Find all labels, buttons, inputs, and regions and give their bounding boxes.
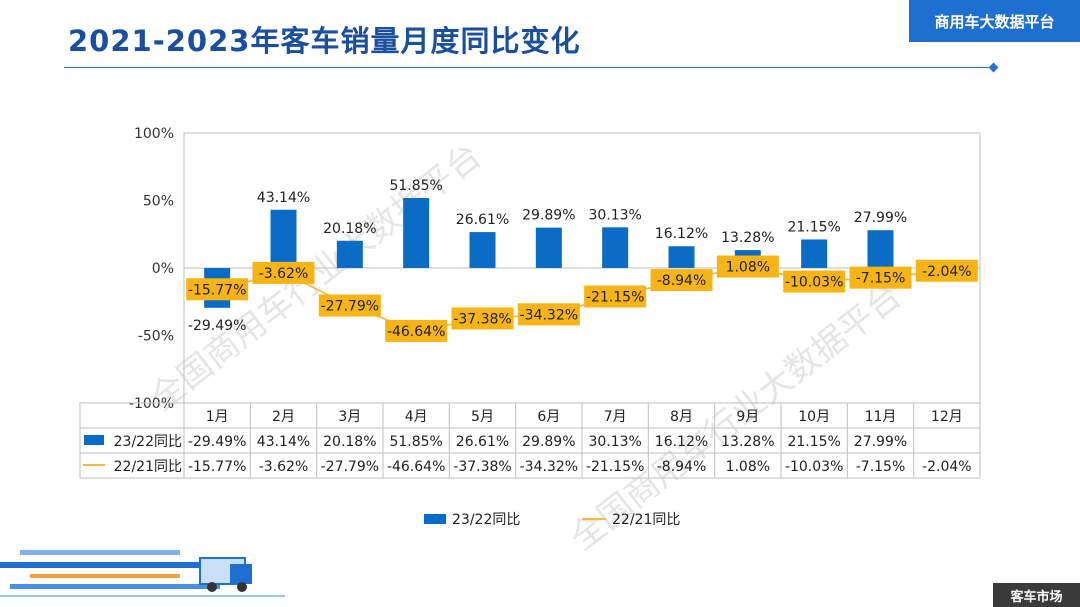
table-series-name: 22/21同比 [114,459,182,475]
bar [469,232,496,268]
table-legend-bar-swatch [84,435,104,445]
page-title: 2021-2023年客车销量月度同比变化 [68,24,581,58]
x-tick-label: 10月 [798,409,830,425]
line-data-label: -37.38% [453,311,511,327]
line-label-box [186,278,249,301]
bar-data-label: 51.85% [389,178,442,194]
table-cell: 29.89% [522,434,575,450]
x-tick-label: 1月 [206,409,229,425]
y-tick-label: 0% [152,261,174,277]
line-data-label: -2.04% [922,264,972,280]
x-tick-label: 2月 [272,409,295,425]
bar [403,198,430,268]
table-cell: -34.32% [520,459,578,475]
x-tick-label: 4月 [405,409,428,425]
table-cell: 30.13% [588,434,641,450]
bar-data-label: 43.14% [257,190,310,206]
line-label-box [451,307,514,330]
x-tick-label: 8月 [670,409,693,425]
line-data-label: -15.77% [188,282,246,298]
bar-data-label: 29.89% [522,208,575,224]
line-label-box [716,255,779,278]
line-label-box [584,285,647,308]
table-cell: -37.38% [453,459,511,475]
table-cell: -3.62% [259,459,309,475]
table-cell: -15.77% [188,459,246,475]
legend-label: 22/21同比 [612,512,680,528]
line-label-box [385,319,448,342]
line-data-label: -3.62% [259,266,309,282]
bar-data-label: 20.18% [323,221,376,237]
bar-data-label: 13.28% [721,230,774,246]
line-data-label: -27.79% [321,299,379,315]
line-label-box [650,269,713,292]
bar [336,240,363,268]
x-tick-label: 12月 [931,409,963,425]
table-cell: 27.99% [854,434,907,450]
table-cell: 1.08% [726,459,770,475]
bar-data-label: -29.49% [188,318,246,334]
truck-decoration-icon [0,550,285,597]
table-cell: -29.49% [188,434,246,450]
bar-data-label: 16.12% [655,226,708,242]
y-tick-label: 50% [143,194,174,210]
y-tick-label: -100% [129,396,174,412]
table-cell: -2.04% [922,459,972,475]
bar-data-label: 21.15% [787,219,840,235]
line-data-label: -7.15% [856,271,906,287]
line-data-label: -46.64% [387,324,445,340]
line-data-label: -34.32% [520,307,578,323]
table-cell: -10.03% [785,459,843,475]
bar [668,246,695,268]
table-series-name: 23/22同比 [114,434,182,450]
line-label-box [915,259,978,282]
bar-data-label: 26.61% [456,212,509,228]
bar [270,209,297,268]
bar-data-label: 27.99% [854,210,907,226]
y-tick-label: -50% [138,329,174,345]
bar [867,230,894,268]
line-label-box [849,266,912,289]
line-data-label: -10.03% [785,275,843,291]
bar [602,227,629,268]
table-cell: 26.61% [456,434,509,450]
table-cell: 51.85% [389,434,442,450]
table-cell: 13.28% [721,434,774,450]
bar-data-label: 30.13% [588,207,641,223]
y-tick-label: 100% [134,126,174,142]
title-divider [64,67,994,68]
table-cell: 21.15% [787,434,840,450]
legend-bar-swatch [424,514,446,524]
x-tick-label: 5月 [471,409,494,425]
x-tick-label: 6月 [537,409,560,425]
line-label-box [517,303,580,326]
line-data-label: -8.94% [657,273,707,289]
x-tick-label: 11月 [865,409,897,425]
legend-label: 23/22同比 [452,512,520,528]
table-cell: -27.79% [321,459,379,475]
line-data-label: -21.15% [586,290,644,306]
table-cell: -21.15% [586,459,644,475]
table-cell: -8.94% [657,459,707,475]
line-label-box [783,270,846,293]
footer-badge: 客车市场 [993,583,1080,607]
table-cell: -7.15% [856,459,906,475]
brand-badge: 商用车大数据平台 [909,0,1080,42]
table-cell: -46.64% [387,459,445,475]
bar [535,227,562,268]
line-label-box [252,261,315,284]
table-cell: 16.12% [655,434,708,450]
line-data-label: 1.08% [726,260,770,276]
x-tick-label: 7月 [604,409,627,425]
x-tick-label: 3月 [338,409,361,425]
table-cell: 20.18% [323,434,376,450]
x-tick-label: 9月 [736,409,759,425]
line-label-box [318,294,381,317]
table-cell: 43.14% [257,434,310,450]
bar [801,239,828,268]
